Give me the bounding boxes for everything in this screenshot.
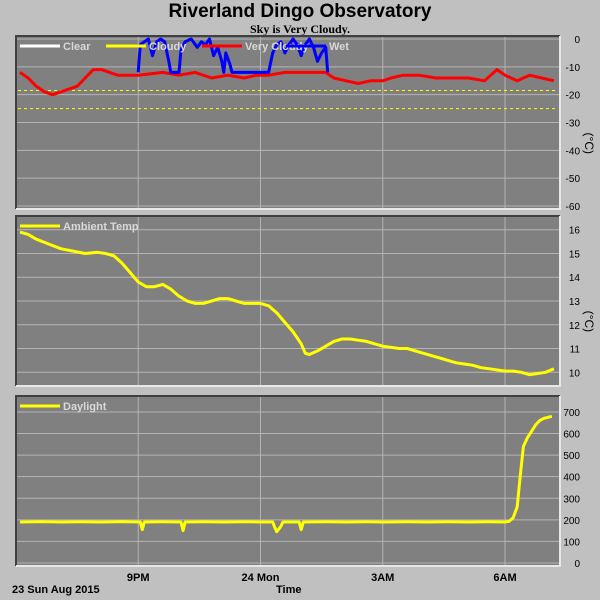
y-tick-label: -20 bbox=[566, 91, 581, 102]
y-unit-label: (°C) bbox=[582, 311, 596, 332]
series-line-daylight bbox=[19, 414, 553, 534]
legend-label: Very Cloudy bbox=[245, 41, 309, 53]
y-tick-label: -60 bbox=[566, 202, 581, 213]
legend-label: Ambient Temp bbox=[63, 221, 139, 233]
y-tick-label: 500 bbox=[563, 451, 580, 462]
sky-temperature-panel: 0 -10 -20 -30 -40 -50 -60 (°C) Clear Cloudy Very C… bbox=[15, 35, 596, 213]
legend-label: Cloudy bbox=[149, 41, 187, 53]
plot-border-highlight bbox=[16, 216, 561, 387]
y-unit-label: (°C) bbox=[582, 133, 596, 154]
y-tick-label: -50 bbox=[566, 174, 581, 185]
legend-label: Clear bbox=[63, 41, 91, 53]
y-tick-label: 300 bbox=[563, 494, 580, 505]
plot-border-highlight bbox=[16, 36, 561, 210]
y-tick-label: 12 bbox=[569, 321, 581, 332]
y-tick-label: 200 bbox=[563, 516, 580, 527]
y-tick-label: 0 bbox=[574, 559, 580, 570]
y-tick-label: 15 bbox=[569, 249, 581, 260]
ambient-temperature-panel: 10 11 12 13 14 15 16 (°C) Ambient Temp bbox=[15, 215, 596, 387]
y-tick-label: 13 bbox=[569, 297, 581, 308]
legend-label: Wet bbox=[329, 41, 349, 53]
y-tick-label: 700 bbox=[563, 408, 580, 419]
y-tick-label: 100 bbox=[563, 537, 580, 548]
x-axis-title: Time bbox=[276, 584, 302, 596]
y-tick-label: 14 bbox=[569, 273, 581, 284]
x-tick-label: 6AM bbox=[493, 572, 516, 584]
y-tick-label: 400 bbox=[563, 473, 580, 484]
y-tick-label: 11 bbox=[570, 345, 581, 356]
y-tick-label: 10 bbox=[569, 368, 581, 379]
x-tick-label: 9PM bbox=[127, 572, 150, 584]
plot-border-shadow bbox=[15, 215, 560, 386]
plot-area bbox=[16, 396, 560, 566]
start-date-label: 23 Sun Aug 2015 bbox=[12, 584, 100, 596]
series-line-wet bbox=[136, 37, 330, 74]
plot-border-highlight bbox=[16, 396, 561, 567]
y-tick-label: 0 bbox=[574, 35, 580, 46]
x-tick-label: 24 Mon bbox=[242, 572, 280, 584]
legend-label: Daylight bbox=[63, 401, 107, 413]
y-tick-label: 16 bbox=[569, 226, 581, 237]
plot-border-shadow bbox=[15, 35, 560, 209]
sky-status-subtitle: Sky is Very Cloudy. bbox=[249, 22, 351, 36]
y-tick-label: 600 bbox=[563, 430, 580, 441]
page-title: Riverland Dingo Observatory bbox=[168, 1, 432, 22]
y-tick-label: -10 bbox=[566, 63, 581, 74]
x-tick-label: 3AM bbox=[371, 572, 394, 584]
series-line-very-cloudy bbox=[19, 68, 555, 97]
plot-border-shadow bbox=[15, 395, 560, 566]
daylight-panel: 0 100 200 300 400 500 600 700 9PM 24 Mon 3AM 6AM Day… bbox=[15, 395, 580, 584]
y-tick-label: -40 bbox=[566, 146, 581, 157]
series-line-ambient-temp bbox=[19, 230, 555, 377]
y-tick-label: -30 bbox=[566, 119, 581, 130]
